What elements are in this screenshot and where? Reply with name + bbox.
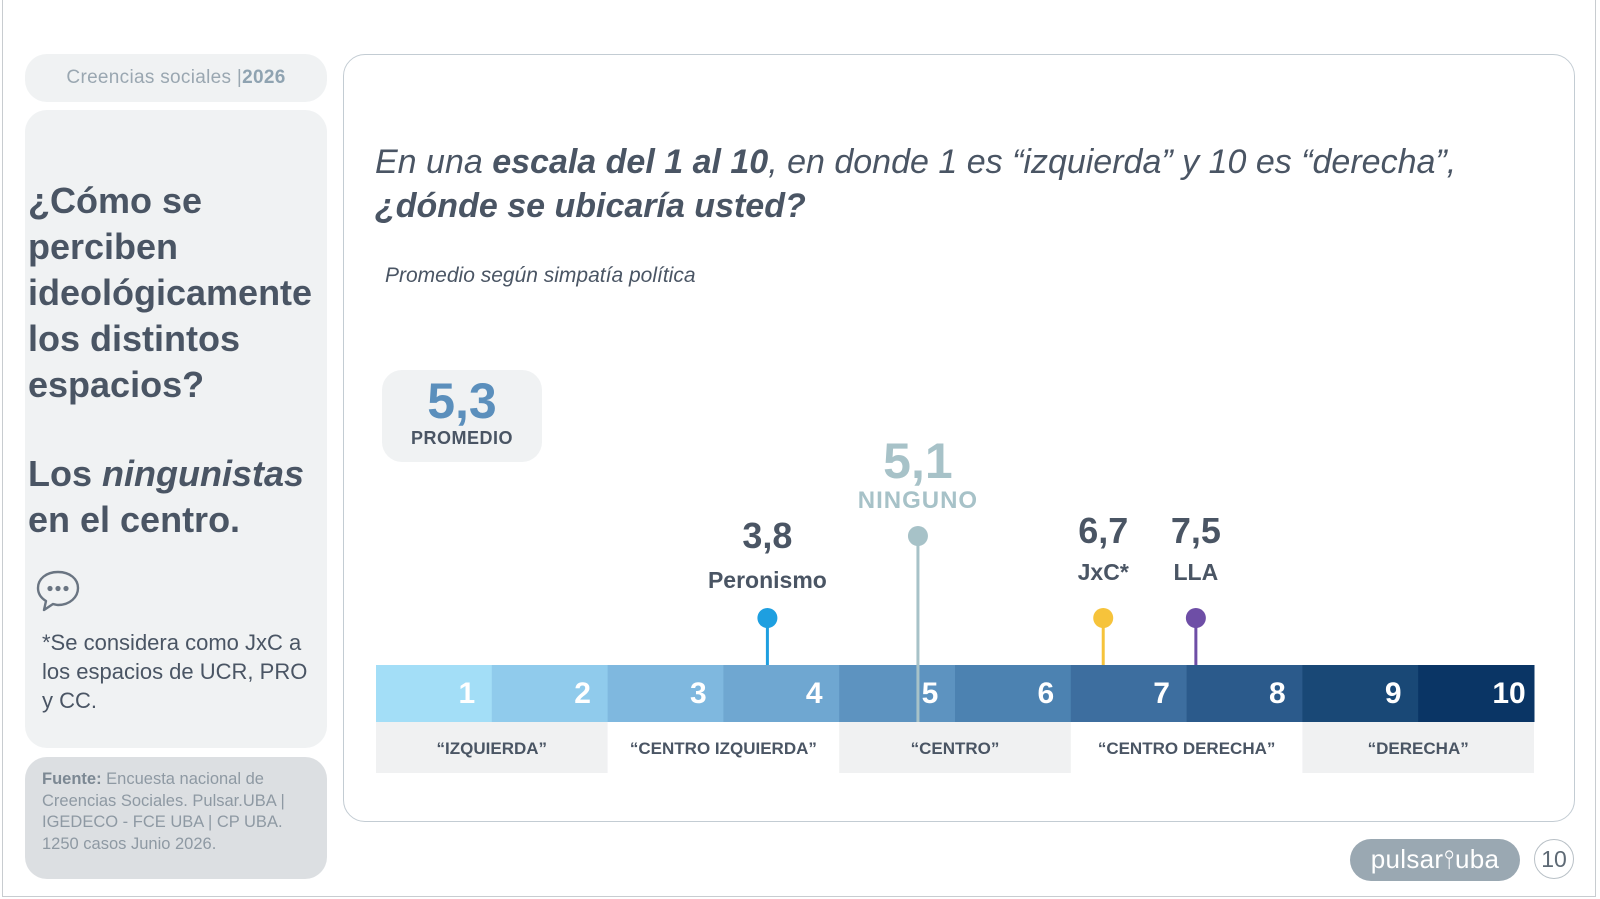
average-label: PROMEDIO <box>410 428 513 448</box>
marker-name: NINGUNO <box>858 487 978 514</box>
marker-dot <box>1093 608 1114 628</box>
source-body: Encuesta nacional de Creencias Sociales.… <box>42 770 285 853</box>
scale-cell <box>955 665 1072 722</box>
scale-cell <box>1070 665 1188 722</box>
category-band <box>1302 722 1534 773</box>
headline-answer-pre: Los <box>28 453 103 494</box>
scale-number: 1 <box>458 677 475 710</box>
scale-cell <box>491 665 609 722</box>
category-band <box>839 722 1071 773</box>
marker-value: 6,7 <box>1078 510 1128 551</box>
scale-number: 10 <box>1492 677 1525 710</box>
footnote: *Se considera como JxC a los espacios de… <box>42 630 308 713</box>
marker-value: 5,1 <box>883 433 953 489</box>
scale-cell <box>723 665 840 722</box>
scale-cell <box>1302 665 1419 722</box>
question-part2: , en donde 1 es “izquierda” y 10 es “der… <box>768 143 1457 181</box>
average-value: 5,3 <box>427 373 497 429</box>
category-band <box>376 722 608 773</box>
headline-answer-post: en el centro. <box>28 499 241 540</box>
marker-dot <box>1185 608 1206 628</box>
marker-dot <box>907 526 928 546</box>
category-label: “CENTRO” <box>911 739 1000 758</box>
page-number: 10 <box>1534 839 1574 879</box>
scale-cell <box>1418 665 1535 722</box>
marker-name: JxC* <box>1078 559 1129 585</box>
speech-bubble-icon <box>36 570 80 612</box>
side-panel <box>25 110 327 748</box>
marker-value: 7,5 <box>1171 510 1221 551</box>
chart-question: En una escala del 1 al 10, en donde 1 es… <box>375 140 1555 228</box>
section-tag: Creencias sociales | 2026 <box>25 54 327 102</box>
chart-subtitle: Promedio según simpatía política <box>385 264 696 287</box>
marker-name: Peronismo <box>708 567 827 593</box>
section-tag-label: Creencias sociales | <box>66 67 243 88</box>
scale-cell <box>607 665 724 722</box>
source-panel <box>25 757 327 879</box>
scale-number: 2 <box>574 677 591 710</box>
scale-number: 5 <box>922 677 939 710</box>
question-bold: escala del 1 al 10 <box>492 143 769 181</box>
scale-cell <box>376 665 493 722</box>
source-label: Fuente: <box>42 770 102 788</box>
scale-number: 3 <box>690 677 707 710</box>
scale-number: 8 <box>1269 677 1286 710</box>
question-line2: ¿dónde se ubicaría usted? <box>375 187 806 225</box>
section-tag-year: 2026 <box>242 67 286 88</box>
scale-number: 9 <box>1385 677 1402 710</box>
category-label: “CENTRO DERECHA” <box>1098 739 1276 758</box>
marker-value: 3,8 <box>742 515 792 556</box>
question-part1: En una <box>375 143 493 181</box>
headline-question: ¿Cómo se perciben ideológicamente los di… <box>28 180 313 405</box>
category-label: “DERECHA” <box>1368 739 1469 758</box>
marker-name: LLA <box>1174 559 1219 585</box>
brand-logo: pulsar⫯uba <box>1350 839 1520 881</box>
marker-dot <box>757 608 778 628</box>
scale-cell <box>839 665 956 722</box>
headline-answer-em: ningunistas <box>102 453 305 494</box>
source-text: Fuente: Encuesta nacional de Creencias S… <box>42 769 318 855</box>
scale-number: 7 <box>1153 677 1170 710</box>
category-label: “IZQUIERDA” <box>437 739 548 758</box>
average-box: 5,3 PROMEDIO <box>382 370 542 462</box>
scale-number: 6 <box>1037 677 1054 710</box>
category-label: “CENTRO IZQUIERDA” <box>630 739 817 758</box>
scale-cell <box>1186 665 1303 722</box>
headline-answer: Los ningunistas en el centro. <box>28 451 338 543</box>
scale-number: 4 <box>806 677 823 710</box>
